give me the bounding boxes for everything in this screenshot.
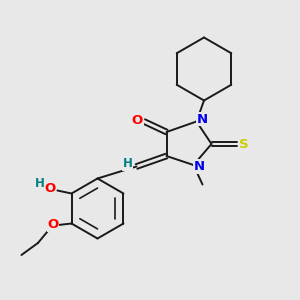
Text: O: O xyxy=(132,114,143,127)
Text: N: N xyxy=(194,160,205,173)
Text: O: O xyxy=(47,218,58,232)
Text: N: N xyxy=(197,112,208,126)
Text: O: O xyxy=(44,182,55,196)
Text: H: H xyxy=(34,177,44,190)
Text: H: H xyxy=(123,157,132,170)
Text: S: S xyxy=(239,137,248,151)
